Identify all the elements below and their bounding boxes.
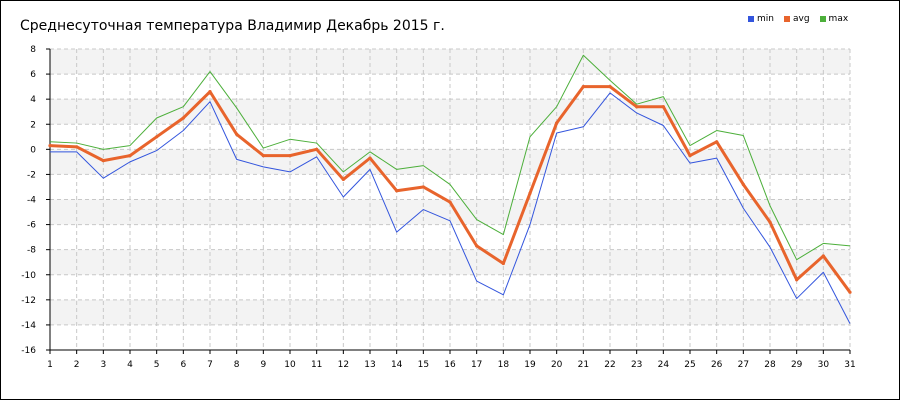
grid-lines	[50, 48, 851, 350]
x-tick-label: 13	[364, 360, 375, 370]
x-tick-label: 1	[47, 360, 53, 370]
x-tick-label: 29	[791, 360, 803, 370]
legend-item-min: min	[748, 14, 774, 24]
data-point-avg	[75, 145, 79, 149]
legend: min avg max	[748, 14, 848, 24]
data-point-avg	[288, 154, 292, 158]
x-tick-label: 6	[180, 360, 186, 370]
x-tick-label: 4	[127, 360, 133, 370]
y-tick-label: -14	[21, 321, 36, 331]
x-tick-label: 26	[711, 360, 723, 370]
data-point-avg	[768, 220, 772, 224]
data-point-avg	[208, 90, 212, 94]
legend-label-min: min	[757, 14, 774, 24]
data-point-avg	[341, 177, 345, 182]
data-point-avg	[235, 132, 239, 136]
data-point-avg	[581, 85, 585, 89]
y-tick-label: -16	[21, 346, 36, 356]
x-tick-label: 23	[631, 360, 642, 370]
legend-label-avg: avg	[792, 14, 810, 24]
x-tick-label: 30	[818, 360, 830, 370]
data-point-avg	[608, 85, 612, 89]
legend-swatch-min	[748, 16, 754, 22]
x-tick-label: 10	[284, 360, 296, 370]
legend-label-max: max	[828, 14, 849, 24]
series-line-min	[50, 92, 851, 324]
series-line-max	[49, 54, 851, 261]
x-tick-label: 24	[658, 360, 670, 370]
data-point-avg	[661, 105, 665, 109]
x-tick-label: 12	[338, 360, 349, 370]
data-point-avg	[475, 244, 479, 248]
data-point-avg	[501, 261, 505, 266]
y-tick-label: -8	[27, 246, 36, 256]
data-point-avg	[261, 154, 265, 158]
data-point-avg	[688, 154, 692, 158]
x-tick-label: 31	[844, 360, 855, 370]
data-point-avg	[448, 200, 452, 204]
x-tick-label: 14	[391, 360, 403, 370]
legend-item-avg: avg	[783, 14, 810, 24]
y-tick-label: 2	[30, 120, 36, 130]
y-tick-label: 4	[30, 95, 36, 105]
data-point-avg	[555, 121, 559, 125]
x-tick-label: 8	[234, 360, 240, 370]
x-tick-label: 21	[578, 360, 589, 370]
data-point-avg	[155, 135, 159, 139]
legend-swatch-max	[819, 16, 826, 22]
series-lines	[48, 54, 852, 324]
x-tick-label: 11	[311, 360, 322, 370]
data-point-avg	[741, 182, 745, 187]
data-point-avg	[821, 254, 825, 258]
data-point-avg	[368, 156, 372, 160]
data-point-avg	[848, 290, 852, 294]
data-point-avg	[635, 105, 639, 109]
y-tick-label: -12	[21, 296, 36, 306]
x-tick-label: 28	[764, 360, 776, 370]
y-tick-label: -2	[27, 170, 36, 180]
y-tick-label: -4	[27, 196, 36, 206]
x-tick-label: 2	[74, 360, 80, 370]
data-point-avg	[528, 191, 532, 195]
x-tick-label: 7	[207, 360, 213, 370]
x-tick-label: 20	[551, 360, 563, 370]
x-tick-label: 27	[738, 360, 749, 370]
data-point-avg	[48, 143, 52, 148]
data-point-avg	[128, 154, 132, 158]
x-tick-label: 15	[418, 360, 429, 370]
x-tick-label: 25	[684, 360, 695, 370]
y-tick-label: 6	[30, 70, 36, 80]
data-point-avg	[315, 147, 319, 151]
x-tick-label: 16	[444, 360, 456, 370]
x-tick-label: 17	[471, 360, 482, 370]
y-tick-label: -6	[27, 221, 36, 231]
data-point-avg	[795, 278, 799, 282]
legend-item-max: max	[819, 14, 849, 24]
x-tick-label: 19	[524, 360, 536, 370]
x-tick-label: 18	[498, 360, 510, 370]
data-point-avg	[421, 185, 425, 189]
y-tick-label: 0	[30, 145, 36, 155]
y-tick-label: 8	[30, 45, 36, 55]
data-point-avg	[181, 116, 185, 120]
chart-title: Среднесуточная температура Владимир Дека…	[20, 18, 445, 34]
x-tick-label: 3	[100, 360, 106, 370]
legend-swatch-avg	[783, 16, 790, 22]
y-tick-label: -10	[21, 271, 36, 281]
data-point-avg	[715, 140, 719, 144]
plot-band	[50, 49, 850, 75]
x-tick-label: 22	[604, 360, 615, 370]
data-point-avg	[101, 159, 105, 163]
x-tick-label: 9	[260, 360, 266, 370]
x-tick-label: 5	[154, 360, 160, 370]
data-point-avg	[395, 189, 399, 193]
axes	[46, 48, 851, 354]
